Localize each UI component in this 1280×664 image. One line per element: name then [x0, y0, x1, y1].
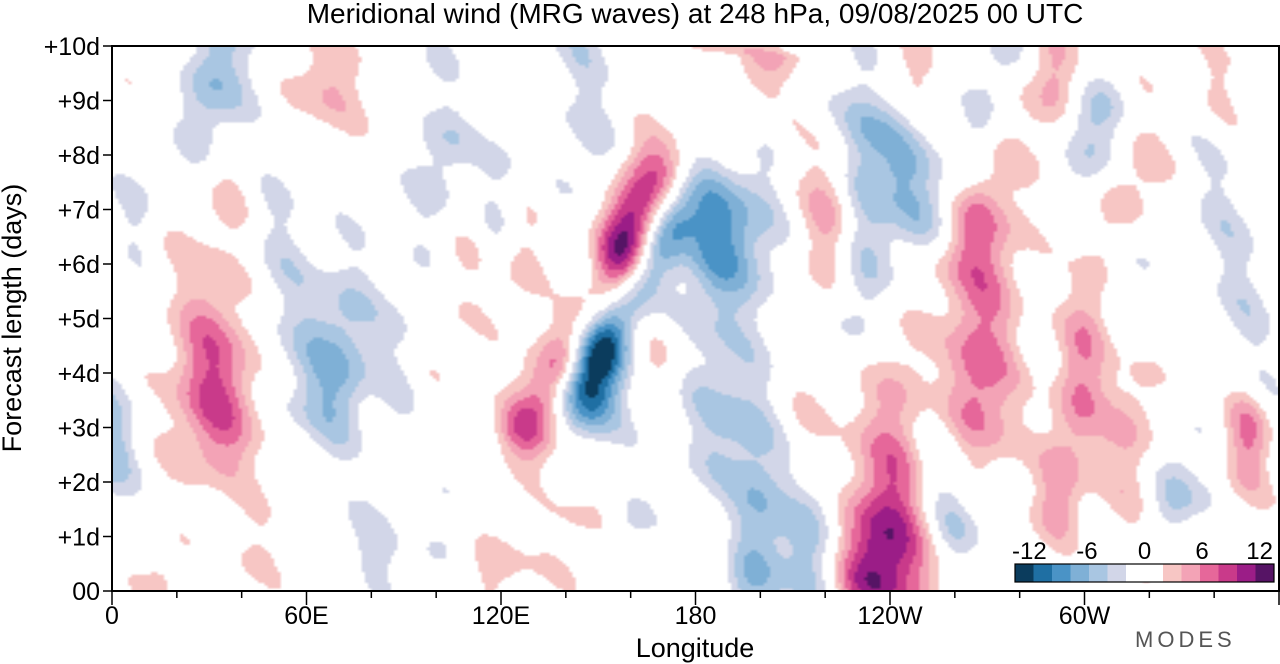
x-tick-label: 60E [284, 602, 328, 630]
y-tick-label: +6d [58, 251, 100, 279]
y-axis: 00 +1d +2d +3d +4d +5d +6d +7d +8d +9d +10d [44, 33, 112, 606]
y-tick-label: 00 [72, 578, 100, 606]
y-tick-label: +4d [58, 360, 100, 388]
x-tick-label: 120W [857, 602, 923, 630]
colorbar-swatch [1200, 564, 1219, 582]
colorbar-swatch [1126, 564, 1145, 582]
y-tick-label: +2d [58, 469, 100, 497]
x-tick-label: 60W [1059, 602, 1111, 630]
y-tick-label: +9d [58, 88, 100, 116]
x-tick-label: 180 [675, 602, 717, 630]
heatmap-field [112, 46, 1279, 591]
colorbar-swatch [1107, 564, 1127, 582]
colorbar-swatch [1255, 564, 1275, 582]
x-tick-label: 0 [105, 602, 119, 630]
plot-area [111, 45, 1280, 592]
y-tick-label: +7d [58, 197, 100, 225]
colorbar-swatch [1181, 564, 1201, 582]
colorbar-label: 12 [1246, 538, 1273, 565]
y-tick-label: +5d [58, 306, 100, 334]
colorbar-swatch [1033, 564, 1053, 582]
y-tick-label: +3d [58, 415, 100, 443]
colorbar-swatch [1052, 564, 1071, 582]
colorbar-label: 0 [1138, 538, 1151, 565]
colorbar-swatch [1089, 564, 1108, 582]
modes-watermark: MODES [1135, 627, 1236, 652]
y-axis-title: Forecast length (days) [0, 184, 27, 453]
colorbar-label: -6 [1076, 538, 1097, 565]
colorbar-swatch [1237, 564, 1256, 582]
x-tick-label: 120E [472, 602, 530, 630]
y-tick-label: +1d [58, 524, 100, 552]
y-tick-label: +10d [44, 33, 100, 61]
colorbar-swatch [1015, 564, 1034, 582]
colorbar-label: 6 [1195, 538, 1208, 565]
colorbar-frame [1014, 563, 1275, 583]
colorbar-swatch [1163, 564, 1182, 582]
x-axis-title: Longitude [636, 633, 755, 663]
colorbar-swatch [1218, 564, 1238, 582]
colorbar-swatch [1144, 564, 1164, 582]
colorbar-swatch [1070, 564, 1090, 582]
x-axis: 0 60E 120E 180 120W 60W [105, 591, 1280, 630]
chart-title: Meridional wind (MRG waves) at 248 hPa, … [307, 0, 1084, 29]
colorbar: -12 -6 0 6 12 [1012, 538, 1275, 583]
y-tick-label: +8d [58, 142, 100, 170]
colorbar-label: -12 [1012, 538, 1047, 565]
